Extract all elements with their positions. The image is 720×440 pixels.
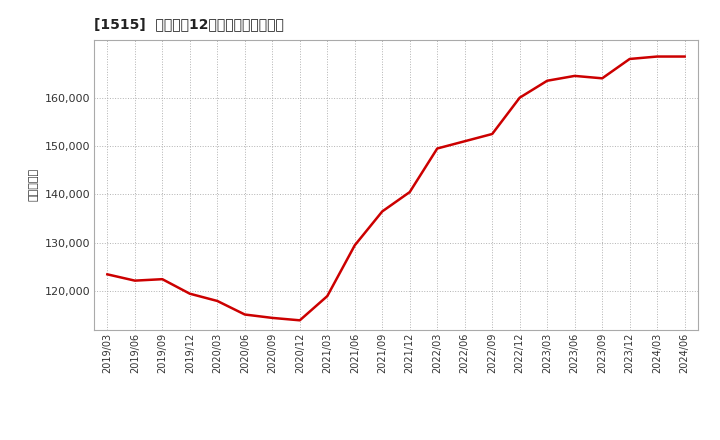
- Text: [1515]  売上高の12か月移動合計の推移: [1515] 売上高の12か月移動合計の推移: [94, 18, 284, 32]
- Y-axis label: （百万円）: （百万円）: [28, 168, 38, 202]
